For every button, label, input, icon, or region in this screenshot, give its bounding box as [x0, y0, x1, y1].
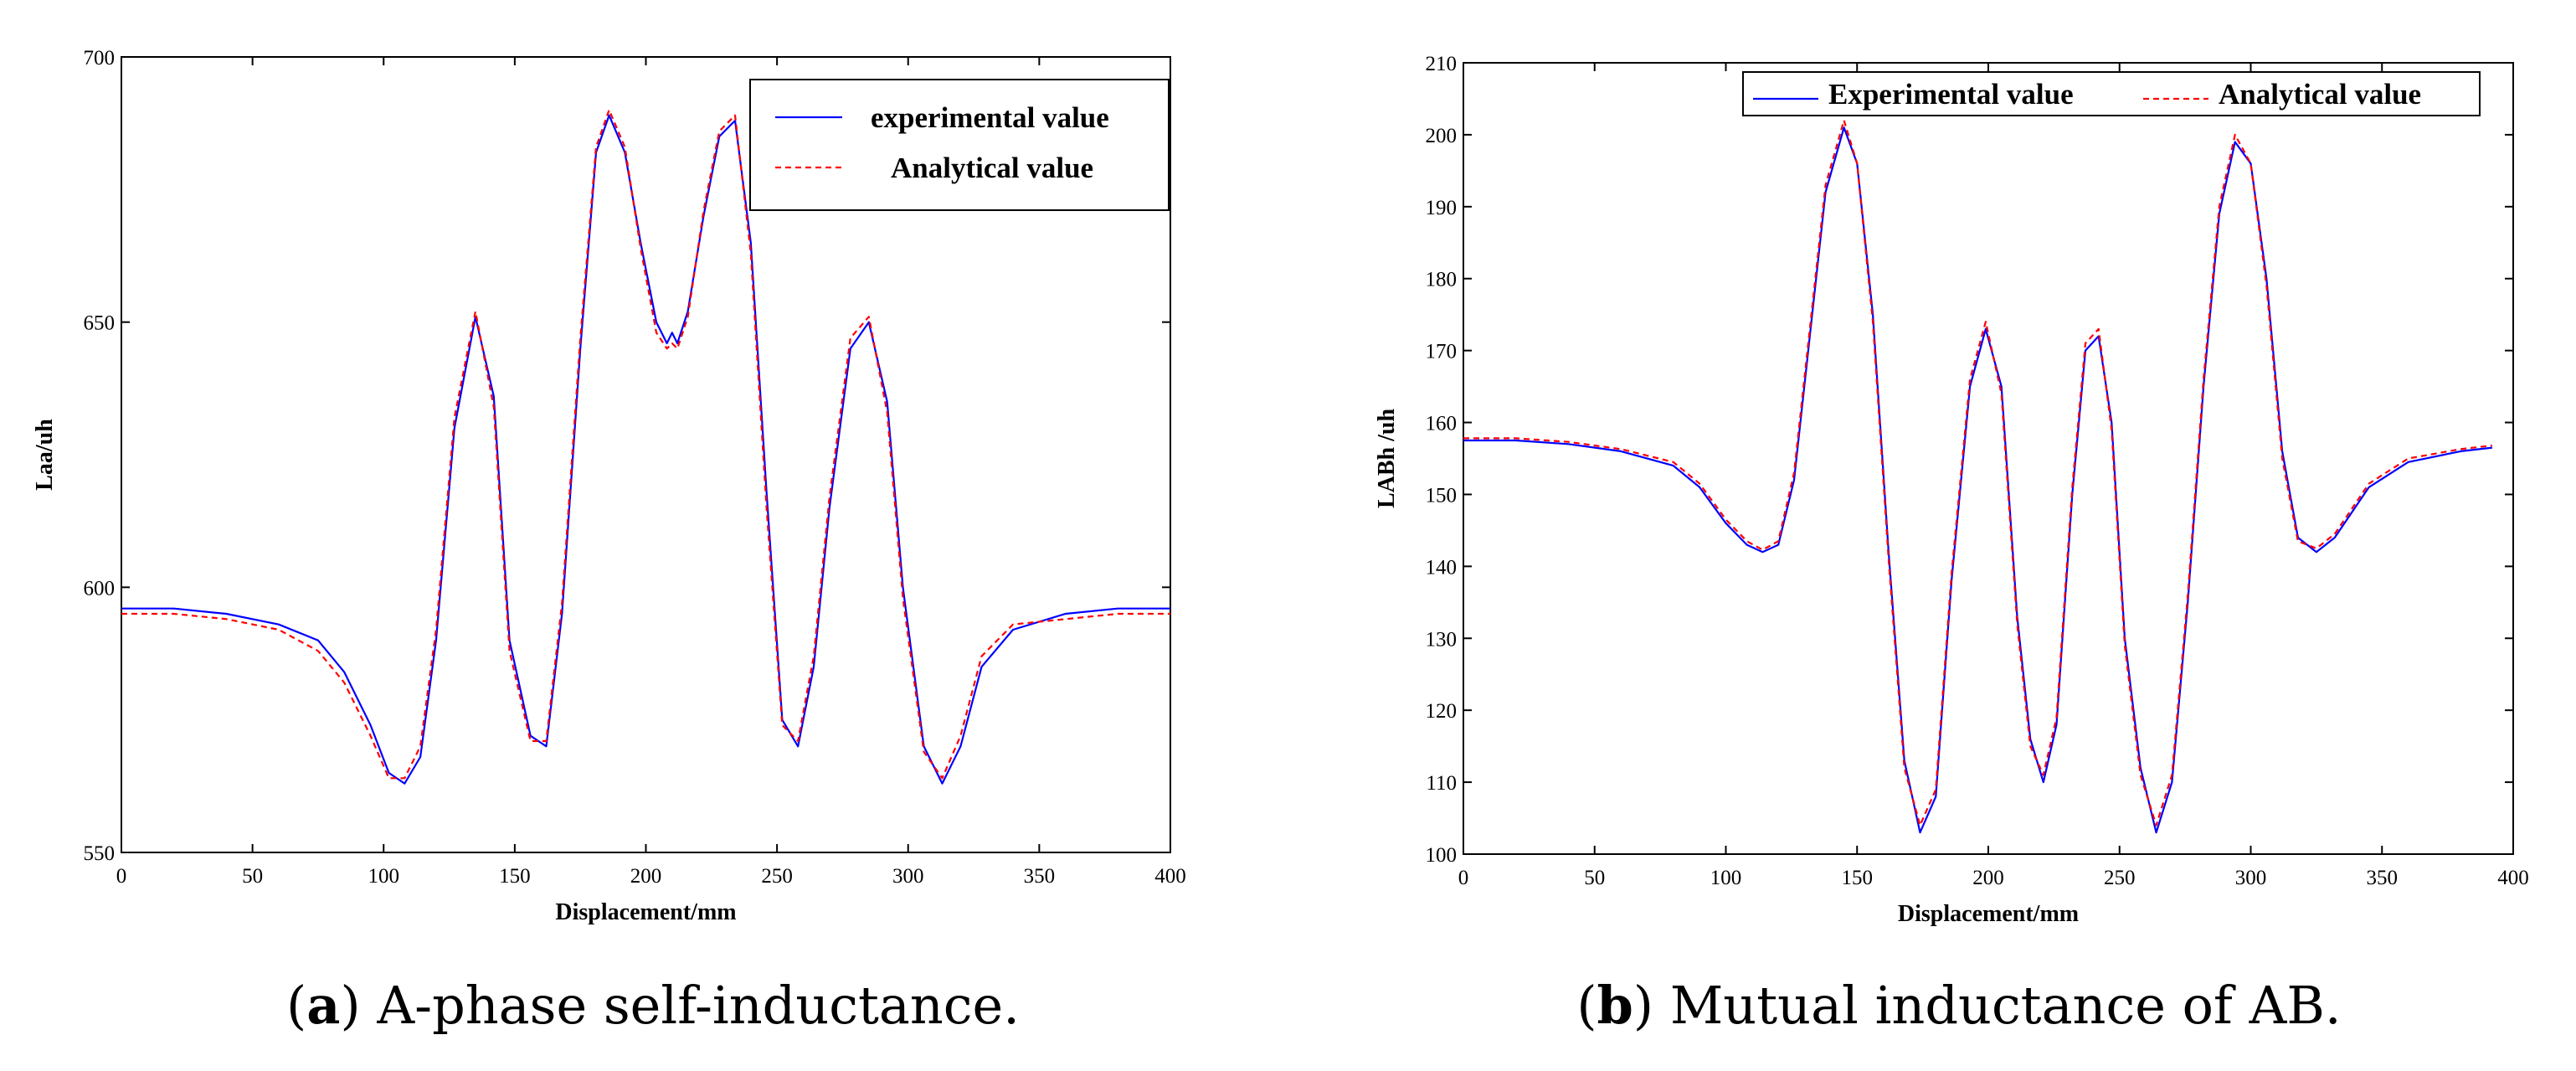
panel-b-ytick-label: 180: [1426, 269, 1458, 291]
panel-b-ytick-label: 190: [1426, 197, 1458, 219]
panel-b-yaxis-label: LABh /uh: [1374, 409, 1400, 508]
panel-a-xtick-label: 350: [1024, 865, 1056, 888]
panel-b-series-analytical-line: [1463, 119, 2493, 826]
panel-b-ytick-label: 140: [1426, 556, 1458, 579]
panel-b-ytick-label: 130: [1426, 628, 1458, 651]
panel-a-ytick-label: 650: [84, 312, 116, 335]
panel-b-ytick-label: 160: [1426, 413, 1458, 435]
panel-a-xtick-label: 400: [1154, 865, 1186, 888]
panel-a-ytick-label: 550: [84, 842, 116, 865]
panel-b-xaxis-label: Displacement/mm: [1898, 901, 2079, 927]
panel-b-ytick-label: 120: [1426, 700, 1458, 723]
panel-a-legend-label-0: experimental value: [871, 101, 1109, 134]
caption-b-letter: b: [1597, 975, 1633, 1036]
panel-b-xtick-label: 0: [1458, 867, 1469, 889]
panel-a-legend-box: [749, 79, 1170, 211]
panel-a-xtick-label: 300: [892, 865, 924, 888]
panel-b-ytick-label: 170: [1426, 341, 1458, 363]
panel-a-xtick-label: 50: [242, 865, 263, 888]
panel-a-xtick-label: 100: [368, 865, 400, 888]
panel-b-ytick-label: 200: [1426, 125, 1458, 147]
panel-b-legend-label-0: Experimental value: [1828, 78, 2074, 111]
panel-b-legend-box: [1742, 71, 2481, 116]
caption-b-text: Mutual inductance of AB.: [1670, 975, 2342, 1036]
panel-b-xtick-label: 250: [2104, 867, 2136, 889]
panel-a-xaxis-label: Displacement/mm: [555, 899, 736, 925]
panel-b-xtick-label: 350: [2367, 867, 2399, 889]
panel-a-chart: 0 50 100 150 200 250 300 350 400 550 600 650 700 Disp…: [32, 47, 1186, 925]
panel-b-series-experimental-line: [1463, 126, 2493, 834]
panel-b-xtick-label: 50: [1584, 867, 1605, 889]
panel-a-yaxis-label: Laa/uh: [32, 419, 58, 491]
panel-b-ytick-label: 110: [1426, 772, 1457, 795]
panel-b-ytick-label: 150: [1426, 484, 1458, 507]
caption-a: (a) A-phase self-inductance.: [286, 975, 1020, 1036]
caption-a-text: A-phase self-inductance.: [376, 975, 1020, 1036]
panel-a-xtick-label: 0: [116, 865, 127, 888]
panel-a-series-experimental-line: [121, 114, 1170, 785]
panel-a-ytick-label: 700: [84, 47, 116, 70]
panel-b-ytick-label: 100: [1426, 844, 1458, 867]
panel-a-ytick-label: 600: [84, 577, 116, 600]
panel-b-ytick-label: 210: [1426, 53, 1458, 75]
panel-a-series-analytical-line: [121, 109, 1170, 780]
panel-b-legend-label-1: Analytical value: [2219, 78, 2421, 111]
panel-b-xtick-label: 150: [1842, 867, 1874, 889]
panel-b-xtick-label: 300: [2235, 867, 2267, 889]
panel-b-xtick-label: 200: [1972, 867, 2004, 889]
panel-a-xtick-label: 150: [499, 865, 531, 888]
panel-a-xtick-label: 200: [630, 865, 662, 888]
panel-b-chart: 0 50 100 150 200 250 300 350 400 100 110 120 130 140 1…: [1374, 53, 2529, 927]
caption-a-letter: a: [306, 975, 340, 1036]
panel-b-plot-frame: [1463, 62, 2514, 855]
panel-a-xtick-label: 250: [761, 865, 793, 888]
panel-b-xtick-label: 100: [1710, 867, 1742, 889]
panel-a-legend-label-1: Analytical value: [891, 152, 1093, 184]
panel-b-xtick-label: 400: [2497, 867, 2529, 889]
caption-b: (b) Mutual inductance of AB.: [1576, 975, 2341, 1036]
